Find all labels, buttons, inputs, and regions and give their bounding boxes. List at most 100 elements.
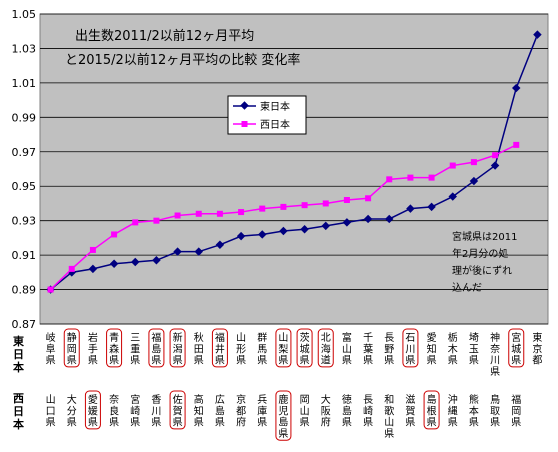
legend-marker-east — [240, 101, 249, 110]
series-1-point-11 — [280, 203, 287, 210]
category-east-label-20: 埼玉県 — [469, 331, 479, 367]
series-0-point-14 — [342, 218, 352, 227]
category-east-label-4: 三重県 — [130, 333, 140, 367]
category-west-box-18 — [423, 390, 440, 430]
y-tick-label-6: 0.93 — [12, 215, 37, 228]
y-tick-label-5: 0.95 — [12, 180, 37, 193]
category-east-box-22 — [508, 328, 525, 368]
category-east-label-14: 富山県 — [342, 331, 352, 367]
series-0-point-18 — [427, 202, 436, 212]
category-labels: 岐阜県 静岡県 岩手県 青森県 三重県 福島県 新潟県 秋田県 福井県 山形県 群馬県 山梨県 茨城県 北… — [46, 328, 542, 441]
category-east-label-0: 岐阜県 — [46, 331, 56, 367]
category-west-label-12: 岡山県 — [300, 394, 310, 429]
legend-marker-west — [241, 121, 248, 127]
category-west-box-11 — [275, 390, 292, 441]
chart-title-line-1: 出生数2011/2以前12ヶ月平均 — [75, 28, 254, 44]
category-east-box-17 — [402, 328, 419, 368]
series-1-point-12 — [301, 202, 308, 209]
category-west-label-10: 兵庫県 — [257, 393, 267, 429]
category-west-label-20: 熊本県 — [469, 393, 479, 429]
y-tick-label-1: 1.03 — [12, 42, 37, 55]
y-tick-label-9: 0.87 — [12, 318, 37, 331]
category-west-label-8: 広島県 — [215, 393, 225, 429]
series-0-point-12 — [300, 225, 309, 234]
series-0-point-16 — [385, 214, 394, 224]
series-0-point-13 — [321, 221, 330, 231]
category-west-label-19: 沖縄県 — [448, 393, 458, 429]
series-0-point-20 — [469, 176, 479, 186]
category-east-label-11: 山梨県 — [278, 332, 288, 367]
annotation-line-3: 理が後にずれ — [452, 264, 512, 277]
category-west-label-6: 佐賀県 — [173, 394, 183, 429]
category-west-label-2: 愛媛県 — [88, 393, 98, 429]
series-0-point-17 — [406, 204, 415, 213]
series-1-point-2 — [89, 246, 96, 253]
series-0-point-10 — [258, 230, 267, 239]
category-west-box-2 — [84, 390, 101, 430]
category-east-label-16: 長野県 — [384, 332, 394, 367]
series-1-point-0 — [47, 286, 54, 293]
series-1-point-7 — [195, 210, 202, 217]
series-1-point-16 — [386, 176, 393, 183]
y-tick-label-3: 0.99 — [12, 111, 37, 124]
category-east-label-10: 群馬県 — [257, 331, 267, 367]
series-1-point-19 — [449, 162, 456, 169]
category-east-label-18: 愛知県 — [427, 331, 437, 367]
category-east-label-3: 青森県 — [109, 331, 119, 367]
plot-area — [39, 13, 549, 325]
series-0-point-9 — [236, 231, 246, 241]
category-east-label-6: 新潟県 — [173, 331, 183, 367]
category-east-box-3 — [106, 328, 123, 368]
series-1-point-13 — [322, 200, 329, 207]
series-0-point-8 — [215, 240, 225, 250]
category-west-label-13: 大阪府 — [321, 393, 331, 429]
legend: 東日本 西日本 — [227, 95, 307, 135]
series-0-point-6 — [173, 247, 182, 256]
category-east-label-5: 福島県 — [151, 331, 161, 367]
category-east-label-23: 東京都 — [532, 331, 542, 367]
y-tick-label-7: 0.91 — [12, 249, 37, 262]
series-1-point-18 — [428, 174, 435, 181]
y-tick-label-0: 1.05 — [12, 8, 37, 21]
category-west-label-4: 宮崎県 — [130, 393, 140, 429]
category-east-box-1 — [63, 328, 80, 368]
category-west-label-17: 滋賀県 — [405, 393, 415, 429]
series-0-point-21 — [490, 161, 500, 170]
annotation-line-4: 込んだ — [452, 282, 482, 294]
series-0-point-3 — [109, 259, 119, 268]
series-1-point-8 — [216, 210, 223, 217]
category-west-label-18: 島根県 — [427, 393, 437, 429]
category-east-box-8 — [211, 328, 228, 368]
series-1-point-17 — [407, 174, 414, 181]
annotation-line-1: 宮城県は2011 — [452, 230, 517, 243]
series-0-point-19 — [448, 192, 457, 201]
category-east-box-11 — [275, 328, 292, 368]
row-label-west: 西日本 — [13, 392, 24, 431]
series-0-point-5 — [152, 256, 161, 265]
y-tick-label-2: 1.01 — [12, 77, 37, 90]
series-1-point-9 — [238, 209, 245, 216]
category-west-label-15: 長崎県 — [363, 394, 373, 429]
y-axis-ticks: 1.05 1.03 1.01 0.99 0.97 0.95 0.93 0.91 0.89 0.87 — [12, 8, 37, 331]
category-east-box-5 — [148, 328, 165, 368]
y-tick-label-4: 0.97 — [12, 146, 37, 159]
category-east-label-2: 岩手県 — [88, 331, 98, 367]
series-1-point-15 — [365, 195, 372, 202]
row-label-east: 東日本 — [13, 334, 25, 374]
series-1-point-14 — [343, 197, 350, 203]
category-east-label-19: 栃木県 — [448, 331, 458, 367]
series-1-point-20 — [470, 159, 477, 166]
series-1-point-22 — [513, 141, 520, 148]
category-east-label-15: 千葉県 — [363, 332, 373, 367]
category-east-label-22: 宮城県 — [511, 331, 521, 367]
category-west-label-16: 和歌山県 — [384, 394, 394, 440]
category-west-label-11: 鹿児島県 — [278, 393, 288, 440]
series-1-point-21 — [492, 152, 499, 159]
category-west-box-6 — [169, 390, 186, 430]
series-0-point-11 — [279, 226, 288, 236]
category-west-label-1: 大分県 — [67, 393, 77, 429]
category-east-label-12: 茨城県 — [300, 331, 310, 367]
category-east-label-7: 秋田県 — [194, 331, 204, 367]
series-0-point-7 — [194, 247, 203, 256]
